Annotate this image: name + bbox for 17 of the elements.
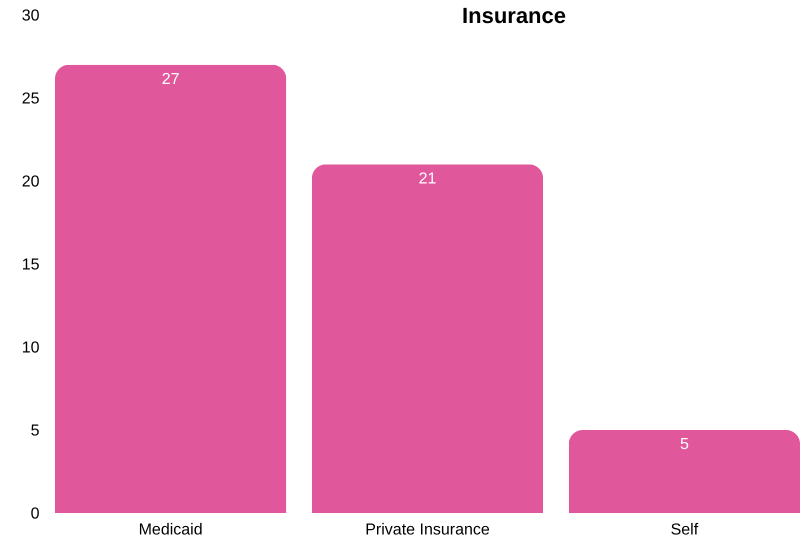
bar	[312, 164, 544, 513]
y-tick-label: 20	[22, 174, 40, 190]
y-tick-label: 25	[22, 90, 40, 108]
y-tick-label: 10	[22, 340, 40, 356]
bar	[568, 430, 800, 513]
data-label: 5	[680, 436, 689, 453]
data-label: 21	[418, 170, 436, 188]
y-tick-label: 0	[30, 506, 40, 522]
bar	[55, 64, 286, 513]
x-tick-label: Self	[670, 522, 699, 538]
x-tick-label: Medicaid	[138, 522, 203, 538]
x-tick-label: Private Insurance	[365, 522, 490, 538]
chart-title: Insurance	[462, 3, 566, 28]
y-tick-label: 15	[22, 256, 40, 274]
y-tick-label: 5	[30, 422, 40, 440]
data-label: 27	[162, 70, 180, 88]
y-tick-label: 30	[22, 8, 40, 24]
